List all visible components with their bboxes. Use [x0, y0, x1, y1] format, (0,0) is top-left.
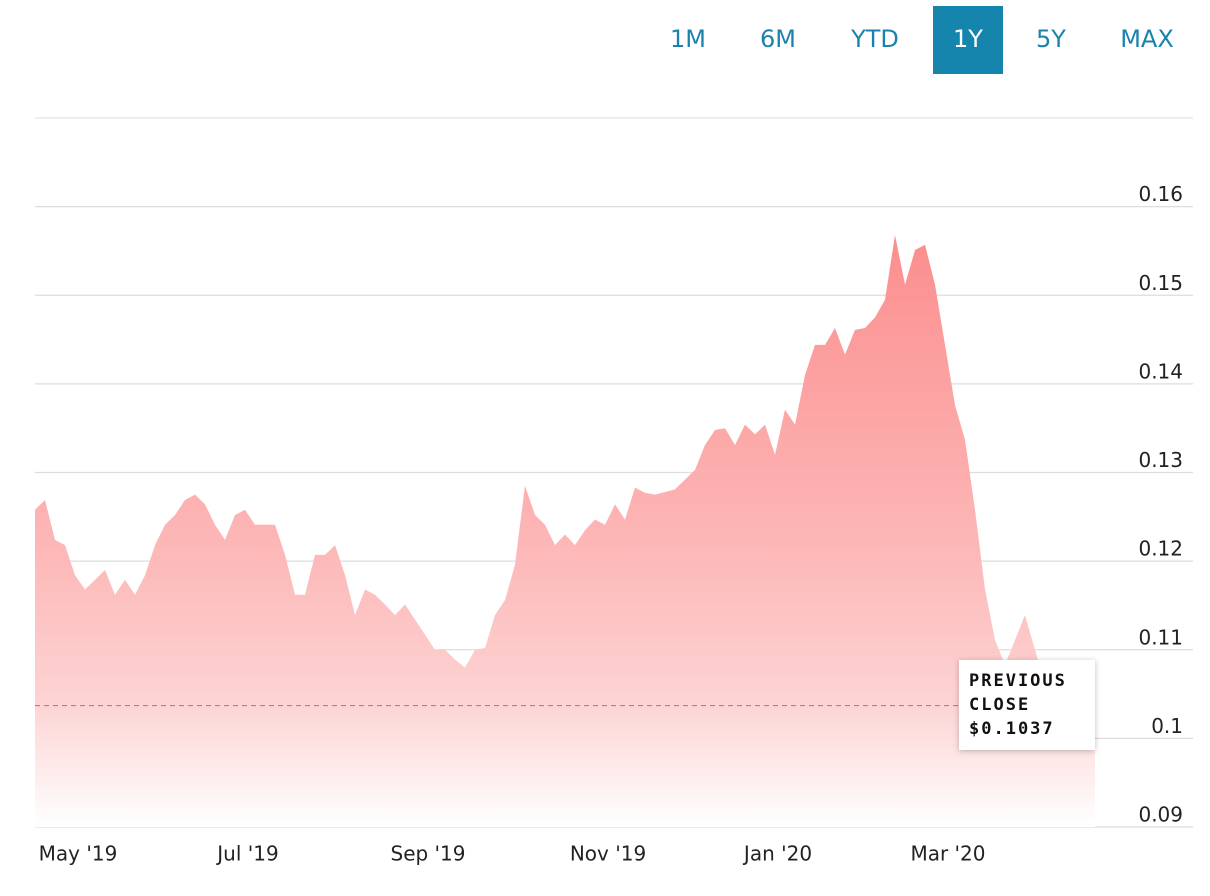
- range-button[interactable]: 1M: [670, 25, 706, 53]
- y-tick-label: 0.12: [1138, 537, 1183, 561]
- range-button[interactable]: 5Y: [1036, 25, 1066, 53]
- x-tick-label: May '19: [39, 842, 118, 866]
- x-tick-label: Sep '19: [391, 842, 466, 866]
- y-tick-label: 0.15: [1138, 271, 1183, 295]
- y-tick-label: 0.09: [1138, 803, 1183, 827]
- price-area: [35, 234, 1095, 828]
- range-button[interactable]: MAX: [1120, 25, 1174, 53]
- range-button[interactable]: 6M: [760, 25, 796, 53]
- previous-close-value: $0.1037: [969, 719, 1055, 739]
- x-tick-label: Nov '19: [570, 842, 646, 866]
- y-tick-label: 0.14: [1138, 359, 1183, 383]
- previous-close-label: PREVIOUS CLOSE: [969, 671, 1067, 715]
- previous-close-box: [959, 660, 1095, 750]
- x-tick-label: Jul '19: [215, 842, 278, 866]
- range-button-active-bg[interactable]: [933, 6, 1003, 74]
- range-button[interactable]: 1Y: [953, 25, 983, 53]
- y-tick-label: 0.11: [1138, 625, 1183, 649]
- x-tick-label: Mar '20: [910, 842, 985, 866]
- range-button[interactable]: YTD: [850, 25, 899, 53]
- y-tick-label: 0.1: [1151, 714, 1183, 738]
- y-tick-label: 0.16: [1138, 182, 1183, 206]
- y-tick-label: 0.13: [1138, 448, 1183, 472]
- x-tick-label: Jan '20: [742, 842, 812, 866]
